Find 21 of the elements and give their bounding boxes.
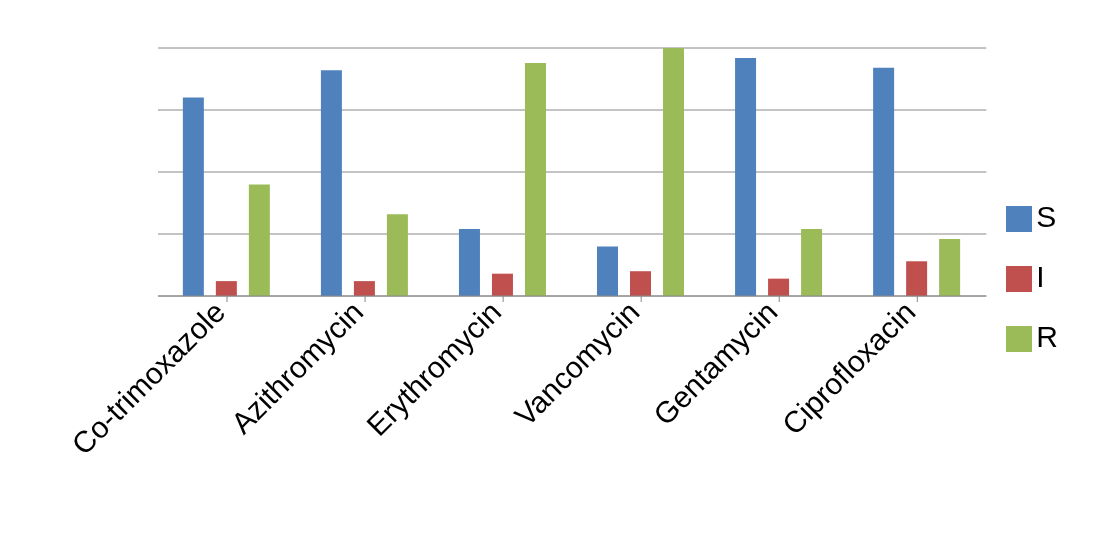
bar — [735, 57, 757, 296]
bar — [663, 48, 685, 296]
bar — [801, 229, 823, 296]
bar — [320, 70, 342, 296]
bar — [458, 229, 480, 296]
bar — [906, 261, 928, 296]
bar — [524, 62, 546, 296]
bar — [873, 67, 895, 296]
bar — [353, 281, 375, 296]
bar — [248, 184, 270, 296]
legend-label: I — [1036, 260, 1045, 293]
bar — [939, 238, 961, 296]
bar — [182, 97, 204, 296]
legend-label: R — [1036, 320, 1058, 353]
bar — [630, 271, 652, 296]
bar — [768, 278, 790, 296]
bar — [491, 273, 513, 296]
bar — [386, 214, 408, 296]
bar — [215, 281, 237, 296]
bar — [597, 246, 619, 296]
legend-label: S — [1036, 200, 1057, 233]
